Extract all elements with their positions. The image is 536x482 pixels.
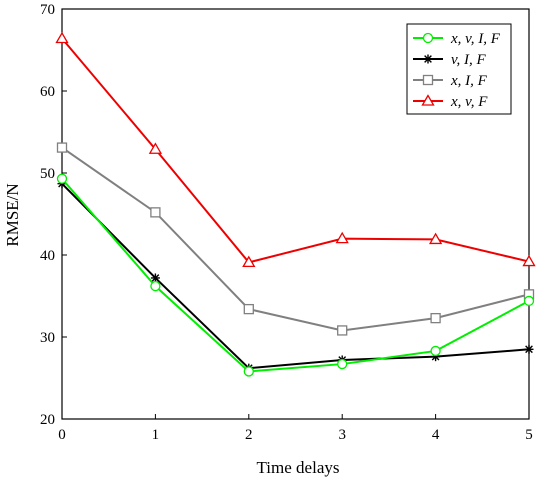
- legend-item: x, I, F: [413, 73, 488, 89]
- y-tick-label: 70: [40, 2, 55, 18]
- y-tick-label: 20: [40, 412, 55, 428]
- data-point: [335, 231, 349, 244]
- data-point: [428, 232, 443, 245]
- y-tick-label: 60: [40, 84, 55, 100]
- x-tick-label: 5: [525, 427, 533, 443]
- plot-frame: [61, 8, 530, 420]
- data-point: [56, 142, 68, 153]
- series-line: [61, 178, 530, 373]
- y-tick-label: 40: [40, 248, 55, 264]
- x-tick-label: 2: [245, 427, 253, 443]
- x-tick-label: 4: [432, 427, 440, 443]
- legend-marker: [422, 74, 434, 86]
- data-point: [243, 366, 254, 377]
- legend-marker: [421, 94, 435, 106]
- y-tick-label: 30: [40, 330, 55, 346]
- legend-label: x, I, F: [450, 73, 488, 89]
- x-tick-label: 1: [152, 427, 160, 443]
- data-point: [243, 303, 254, 315]
- data-point: [148, 142, 163, 154]
- legend: x, v, I, F v, I, F x, I, F x, v, F: [406, 23, 512, 115]
- series-x-i-f: [56, 142, 535, 336]
- legend-item: v, I, F: [413, 52, 487, 68]
- legend-label: x, v, I, F: [450, 31, 501, 47]
- data-point: [56, 173, 68, 184]
- data-point: [150, 281, 161, 292]
- legend-item: x, v, F: [413, 94, 488, 110]
- legend-item: x, v, I, F: [413, 31, 501, 47]
- x-axis-label: Time delays: [257, 458, 340, 477]
- plot-border: [61, 8, 530, 420]
- legend-marker: [422, 32, 434, 44]
- series-v-i-f: [57, 179, 534, 373]
- series-line: [61, 182, 530, 370]
- series-layer: [55, 31, 536, 377]
- data-point: [150, 207, 161, 218]
- series-line: [61, 37, 530, 264]
- data-point: [150, 273, 160, 283]
- data-point: [522, 254, 536, 267]
- x-tick-label: 3: [338, 427, 346, 443]
- series-x-v-i-f: [56, 173, 535, 377]
- legend-label: x, v, F: [450, 94, 488, 110]
- legend-marker: [423, 54, 433, 64]
- y-axis-label: RMSE/N: [3, 183, 22, 246]
- series-x-v-f: [55, 31, 536, 268]
- data-point: [430, 345, 441, 357]
- y-tick-label: 50: [40, 166, 55, 182]
- x-tick-label: 0: [58, 427, 66, 443]
- data-point: [242, 255, 256, 268]
- data-point: [337, 358, 348, 370]
- legend-label: v, I, F: [451, 52, 487, 68]
- data-point: [430, 312, 441, 324]
- data-point: [337, 325, 348, 336]
- series-line: [61, 146, 530, 332]
- data-point: [524, 344, 534, 354]
- axis-ticks: 0 1 2 3 4 5 20 30 40 50 60 70: [40, 2, 533, 443]
- data-point: [55, 31, 69, 44]
- data-point: [523, 295, 535, 307]
